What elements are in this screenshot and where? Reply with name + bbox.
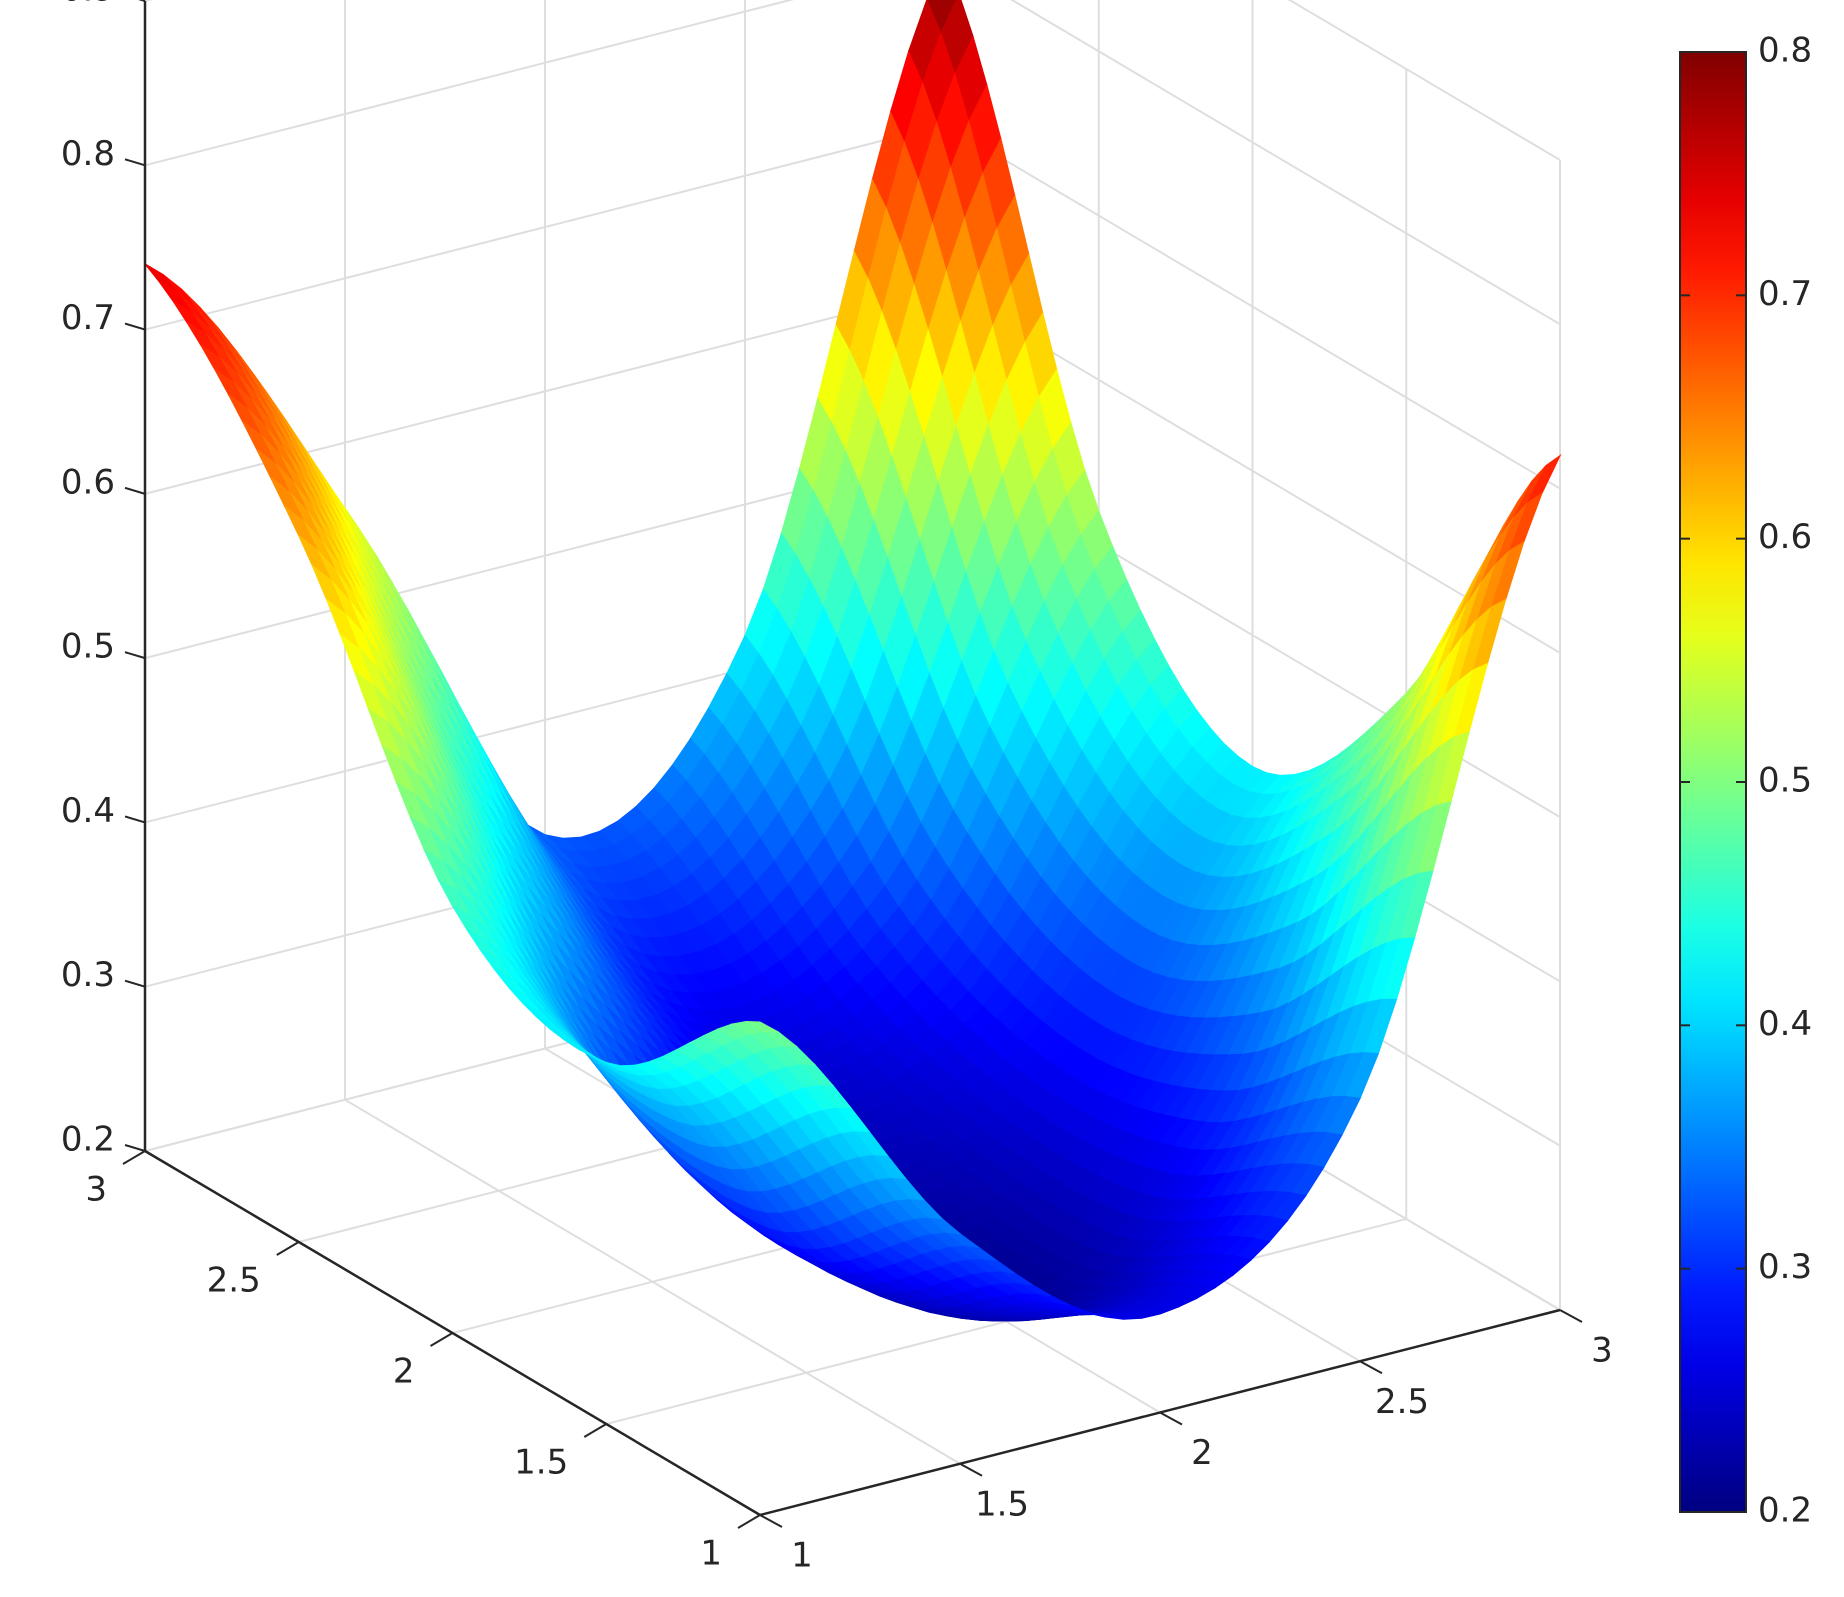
colorbar-tick-label: 0.6 — [1758, 517, 1812, 557]
y-tick-mark — [122, 1150, 146, 1165]
z-tick-mark — [124, 158, 146, 167]
z-tick-mark — [124, 322, 146, 331]
z-tick-mark — [124, 979, 146, 988]
y-tick-mark — [276, 1241, 300, 1256]
surface-mesh — [144, 0, 1562, 1322]
x-tick-mark — [959, 1462, 983, 1477]
x-tick-label: 3 — [1591, 1331, 1613, 1371]
axes-lines — [122, 0, 1583, 1529]
grid-line — [606, 1218, 1407, 1425]
z-tick-label: 0.5 — [61, 627, 115, 667]
x-tick-label: 1.5 — [975, 1484, 1029, 1524]
y-tick-label: 2 — [393, 1352, 415, 1392]
z-tick-label: 0.7 — [61, 298, 115, 338]
grid-line — [1010, 0, 1561, 326]
x-tick-label: 2 — [1191, 1433, 1213, 1473]
z-tick-label: 0.3 — [61, 955, 115, 995]
grid-line — [1287, 0, 1561, 161]
grid-line — [944, 123, 1561, 490]
y-tick-mark — [583, 1423, 607, 1438]
z-tick-mark — [138, 0, 146, 2]
colorbar-gradient — [1679, 51, 1747, 1513]
colorbar-tick-label: 0.8 — [1758, 31, 1812, 71]
colorbar-tick-label: 0.2 — [1758, 1491, 1812, 1531]
colorbar-tick-label: 0.5 — [1758, 761, 1812, 801]
colorbar-tick-label: 0.3 — [1758, 1247, 1812, 1287]
colorbar: 0.2 0.3 0.4 0.5 0.6 0.7 0.8 — [1679, 31, 1812, 1531]
x-tick-label: 2.5 — [1375, 1382, 1429, 1422]
z-tick-mark — [124, 815, 146, 824]
x-tick-mark — [1359, 1360, 1383, 1375]
y-tick-label: 3 — [85, 1170, 107, 1210]
colorbar-tick-label: 0.7 — [1758, 274, 1812, 314]
surface-face — [144, 263, 178, 293]
z-tick-mark — [124, 486, 146, 495]
x-tick-mark — [1159, 1411, 1183, 1426]
z-tick-mark — [124, 651, 146, 660]
x-tick-mark — [759, 1514, 783, 1528]
grid-line — [144, 0, 795, 167]
z-tick-label: 0.8 — [61, 134, 115, 174]
surface-face — [1526, 453, 1562, 505]
z-tick-label: 0.2 — [61, 1120, 115, 1160]
tick-labels: 1 1.5 2 2.5 3 1 1.5 2 2.5 3 0.2 0.3 0.4 0.5 0.6 0.7 0.8 0… — [61, 0, 1613, 1576]
y-tick-mark — [429, 1332, 454, 1347]
x-tick-mark — [1559, 1309, 1583, 1323]
y-tick-label: 1 — [700, 1534, 722, 1574]
x-tick-label: 1 — [791, 1536, 813, 1576]
z-tick-label: 0.9 — [61, 0, 115, 10]
z-tick-mark — [124, 1144, 146, 1152]
z-tick-label: 0.6 — [61, 462, 115, 502]
y-tick-mark — [737, 1514, 761, 1529]
y-tick-label: 2.5 — [207, 1261, 261, 1301]
y-tick-label: 1.5 — [514, 1443, 568, 1483]
grid-line — [144, 123, 946, 331]
surface-face — [745, 1021, 779, 1033]
z-tick-label: 0.4 — [61, 791, 115, 831]
colorbar-tick-label: 0.4 — [1758, 1004, 1812, 1044]
